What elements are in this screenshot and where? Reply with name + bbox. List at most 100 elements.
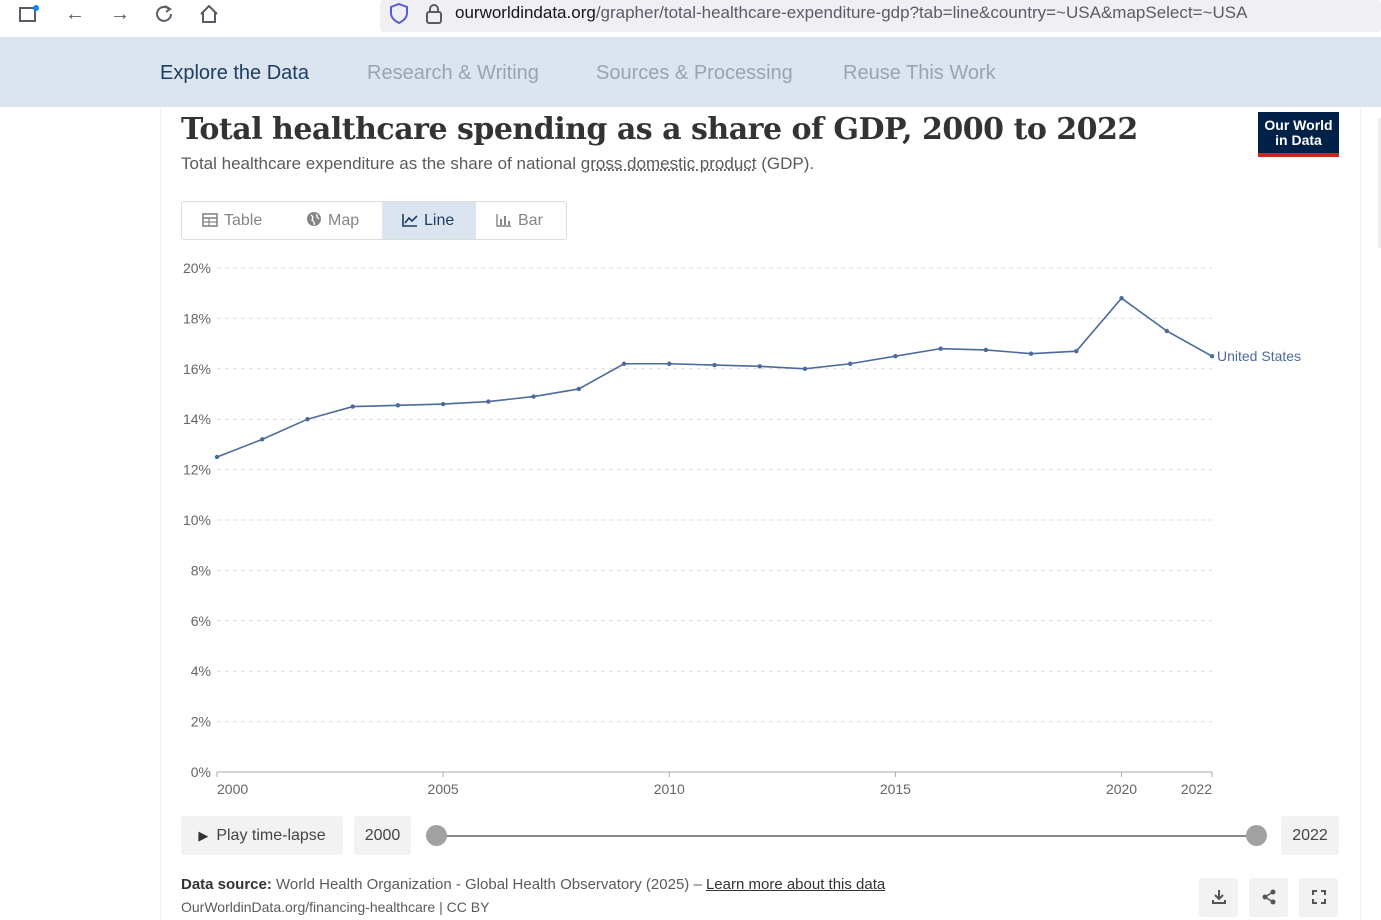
y-tick-label: 6% [191, 613, 211, 629]
view-tabs: Table Map Line Bar [181, 201, 567, 240]
data-point [260, 437, 265, 442]
data-point [395, 403, 401, 408]
url-text[interactable]: ourworldindata.org/grapher/total-healthc… [455, 3, 1247, 23]
table-icon [202, 213, 218, 227]
data-source-label: Data source: [181, 876, 272, 893]
tab-map[interactable]: Map [286, 202, 382, 239]
logo-line-1: Our World [1264, 117, 1333, 133]
x-tick-label: 2015 [880, 781, 911, 797]
data-point [576, 386, 582, 392]
subtitle-text: Total healthcare expenditure as the shar… [181, 154, 581, 173]
data-point [305, 417, 310, 422]
back-icon[interactable]: ← [65, 3, 85, 25]
line-chart-icon [402, 214, 418, 227]
data-point [1164, 328, 1169, 334]
owid-logo[interactable]: Our World in Data [1258, 112, 1339, 157]
chart-subtitle: Total healthcare expenditure as the shar… [181, 154, 814, 174]
data-point [938, 346, 943, 351]
forward-icon[interactable]: → [110, 3, 130, 25]
browser-toolbar: ← → ourworldindata.org/grapher/total-hea… [0, 0, 1381, 36]
nav-sources-processing[interactable]: Sources & Processing [596, 62, 793, 84]
subtitle-end: (GDP). [756, 154, 815, 173]
start-year-box[interactable]: 2000 [354, 816, 411, 855]
data-point [983, 347, 989, 353]
data-point [712, 362, 717, 368]
logo-line-2: in Data [1275, 132, 1322, 148]
scrollbar[interactable] [1378, 118, 1381, 248]
reload-icon[interactable] [154, 4, 178, 28]
download-icon [1211, 890, 1226, 904]
timeline-end-handle[interactable] [1246, 825, 1267, 846]
data-source-text: World Health Organization - Global Healt… [271, 876, 706, 893]
tab-view-icon[interactable] [18, 4, 42, 28]
tab-line-label: Line [424, 212, 455, 229]
data-point [1119, 296, 1124, 301]
address-bar[interactable] [380, 0, 1381, 32]
site-nav: Explore the Data Research & Writing Sour… [0, 37, 1381, 107]
x-tick-label: 2000 [217, 781, 248, 797]
series-label: United States [1217, 348, 1301, 364]
data-point [531, 394, 536, 399]
share-icon [1262, 889, 1275, 905]
y-tick-label: 8% [191, 562, 211, 578]
timeline-track[interactable] [436, 835, 1256, 837]
data-point [667, 361, 672, 366]
data-point [1209, 354, 1215, 359]
tab-line[interactable]: Line [382, 202, 476, 239]
y-tick-label: 0% [191, 764, 211, 780]
gdp-definition-link[interactable]: gross domestic product [580, 154, 757, 173]
play-timelapse-button[interactable]: ▶ Play time-lapse [181, 816, 343, 855]
y-tick-label: 14% [183, 411, 211, 427]
data-point [440, 401, 446, 407]
y-tick-label: 4% [191, 663, 211, 679]
y-tick-label: 10% [183, 512, 211, 528]
share-button[interactable] [1249, 878, 1288, 917]
y-tick-label: 18% [183, 310, 211, 326]
data-source-line: Data source: World Health Organization -… [181, 876, 885, 893]
lock-icon[interactable] [424, 2, 444, 26]
play-timelapse-label: Play time-lapse [216, 827, 326, 844]
timeline-start-handle[interactable] [426, 825, 447, 846]
globe-icon [307, 212, 321, 226]
fullscreen-button[interactable] [1299, 878, 1338, 917]
x-tick-label: 2005 [428, 781, 459, 797]
y-tick-label: 12% [183, 462, 211, 478]
y-tick-label: 2% [191, 714, 211, 730]
learn-more-link[interactable]: Learn more about this data [705, 876, 886, 893]
end-year-box[interactable]: 2022 [1281, 816, 1339, 855]
data-point [757, 364, 762, 369]
tab-table[interactable]: Table [182, 202, 286, 239]
tab-bar-label: Bar [518, 212, 543, 229]
data-point [350, 404, 355, 409]
bar-chart-icon [496, 214, 511, 227]
chart-title: Total healthcare spending as a share of … [181, 112, 1138, 147]
chart-panel [160, 107, 1361, 920]
data-point [214, 454, 220, 460]
data-point [486, 399, 491, 404]
license-line[interactable]: OurWorldinData.org/financing-healthcare … [181, 899, 490, 915]
nav-research-writing[interactable]: Research & Writing [367, 62, 539, 84]
fullscreen-icon [1311, 890, 1326, 904]
nav-explore-the-data[interactable]: Explore the Data [160, 62, 309, 84]
data-point [1028, 351, 1034, 356]
data-point [621, 361, 627, 366]
x-tick-label: 2020 [1106, 781, 1137, 797]
series-line-united-states [216, 297, 1213, 458]
tab-map-label: Map [328, 212, 360, 229]
data-point [802, 366, 808, 371]
tab-table-label: Table [224, 212, 263, 229]
x-tick-label: 2022 [1181, 781, 1212, 797]
download-button[interactable] [1199, 878, 1238, 917]
nav-reuse-this-work[interactable]: Reuse This Work [843, 62, 996, 84]
data-point [1074, 348, 1079, 354]
y-tick-label: 16% [183, 361, 211, 377]
y-tick-label: 20% [183, 260, 211, 276]
url-host: ourworldindata.org [455, 3, 596, 22]
home-icon[interactable] [198, 3, 222, 27]
tab-bar[interactable]: Bar [476, 202, 566, 239]
data-point [893, 354, 898, 359]
shield-icon[interactable] [388, 2, 410, 26]
data-point [847, 361, 853, 366]
play-icon: ▶ [198, 828, 209, 843]
